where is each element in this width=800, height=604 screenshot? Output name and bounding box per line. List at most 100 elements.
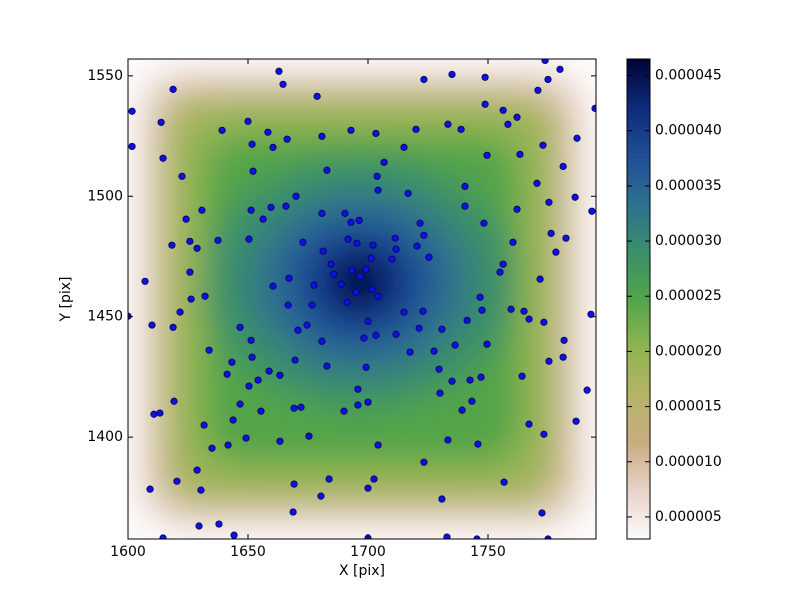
point	[257, 407, 265, 415]
point	[343, 298, 351, 306]
point	[313, 92, 321, 100]
point	[444, 436, 452, 444]
point	[481, 73, 489, 81]
point	[547, 229, 555, 237]
point	[195, 522, 203, 530]
point	[269, 282, 277, 290]
point	[208, 444, 216, 452]
point	[353, 239, 361, 247]
point	[560, 336, 568, 344]
point	[545, 357, 553, 365]
point	[275, 67, 283, 75]
point	[176, 308, 184, 316]
point	[186, 237, 194, 245]
point	[228, 358, 236, 366]
point	[369, 241, 377, 249]
point	[347, 126, 355, 134]
point	[438, 325, 446, 333]
point	[430, 347, 438, 355]
y-axis-label: Y [pix]	[58, 277, 74, 323]
point	[323, 362, 331, 370]
point	[291, 356, 299, 364]
point	[416, 219, 424, 227]
point	[364, 398, 372, 406]
point	[276, 371, 284, 379]
point	[545, 198, 553, 206]
point	[254, 376, 262, 384]
point	[317, 492, 325, 500]
point	[141, 277, 149, 285]
point	[284, 301, 292, 309]
point	[587, 310, 595, 318]
point	[168, 241, 176, 249]
point	[463, 316, 471, 324]
point	[474, 440, 482, 448]
point	[525, 315, 533, 323]
point	[360, 334, 368, 342]
point	[591, 104, 596, 112]
point	[518, 372, 526, 380]
point	[540, 318, 548, 326]
point	[534, 86, 542, 94]
point	[248, 353, 256, 361]
point	[372, 331, 380, 339]
point	[299, 238, 307, 246]
point	[355, 216, 363, 224]
point	[218, 126, 226, 134]
point	[483, 151, 491, 159]
x-axis-label: X [pix]	[339, 563, 385, 579]
point	[327, 260, 335, 268]
point	[128, 107, 136, 115]
point	[159, 534, 167, 539]
x-tick-label: 1700	[350, 544, 386, 560]
point	[436, 389, 444, 397]
x-tick-label: 1600	[110, 544, 146, 560]
point	[229, 416, 237, 424]
point	[420, 75, 428, 84]
point	[496, 268, 504, 276]
point	[247, 206, 255, 214]
colorbar-tick-label: 0.000045	[655, 68, 722, 84]
point	[242, 434, 250, 442]
point	[368, 285, 376, 293]
point	[285, 274, 293, 282]
point	[499, 260, 507, 268]
point	[520, 307, 528, 315]
point	[457, 125, 465, 133]
point	[159, 154, 167, 162]
colorbar-tick-label: 0.000035	[655, 178, 722, 194]
point	[572, 417, 580, 425]
point	[193, 244, 201, 252]
point	[354, 401, 362, 409]
point	[193, 466, 201, 474]
y-tick-label: 1450	[87, 309, 123, 325]
point	[468, 397, 476, 405]
point	[504, 120, 512, 128]
point	[187, 295, 195, 303]
point	[540, 430, 548, 438]
point	[544, 75, 552, 84]
point	[318, 337, 326, 345]
point	[373, 172, 381, 180]
point	[269, 143, 277, 151]
x-tick-label: 1750	[470, 544, 506, 560]
point	[290, 404, 298, 412]
point	[319, 247, 327, 255]
point	[323, 166, 331, 174]
point	[297, 403, 305, 411]
point	[400, 308, 408, 316]
point	[362, 265, 370, 273]
point	[509, 238, 517, 246]
point	[400, 143, 408, 151]
y-tick-label: 1500	[87, 188, 123, 204]
point	[461, 202, 469, 210]
point	[201, 292, 209, 300]
point	[477, 373, 485, 381]
point	[374, 186, 382, 194]
point	[348, 266, 356, 274]
point	[362, 363, 370, 371]
point	[265, 367, 273, 375]
point	[245, 382, 253, 390]
point	[392, 330, 400, 338]
point	[392, 245, 400, 253]
